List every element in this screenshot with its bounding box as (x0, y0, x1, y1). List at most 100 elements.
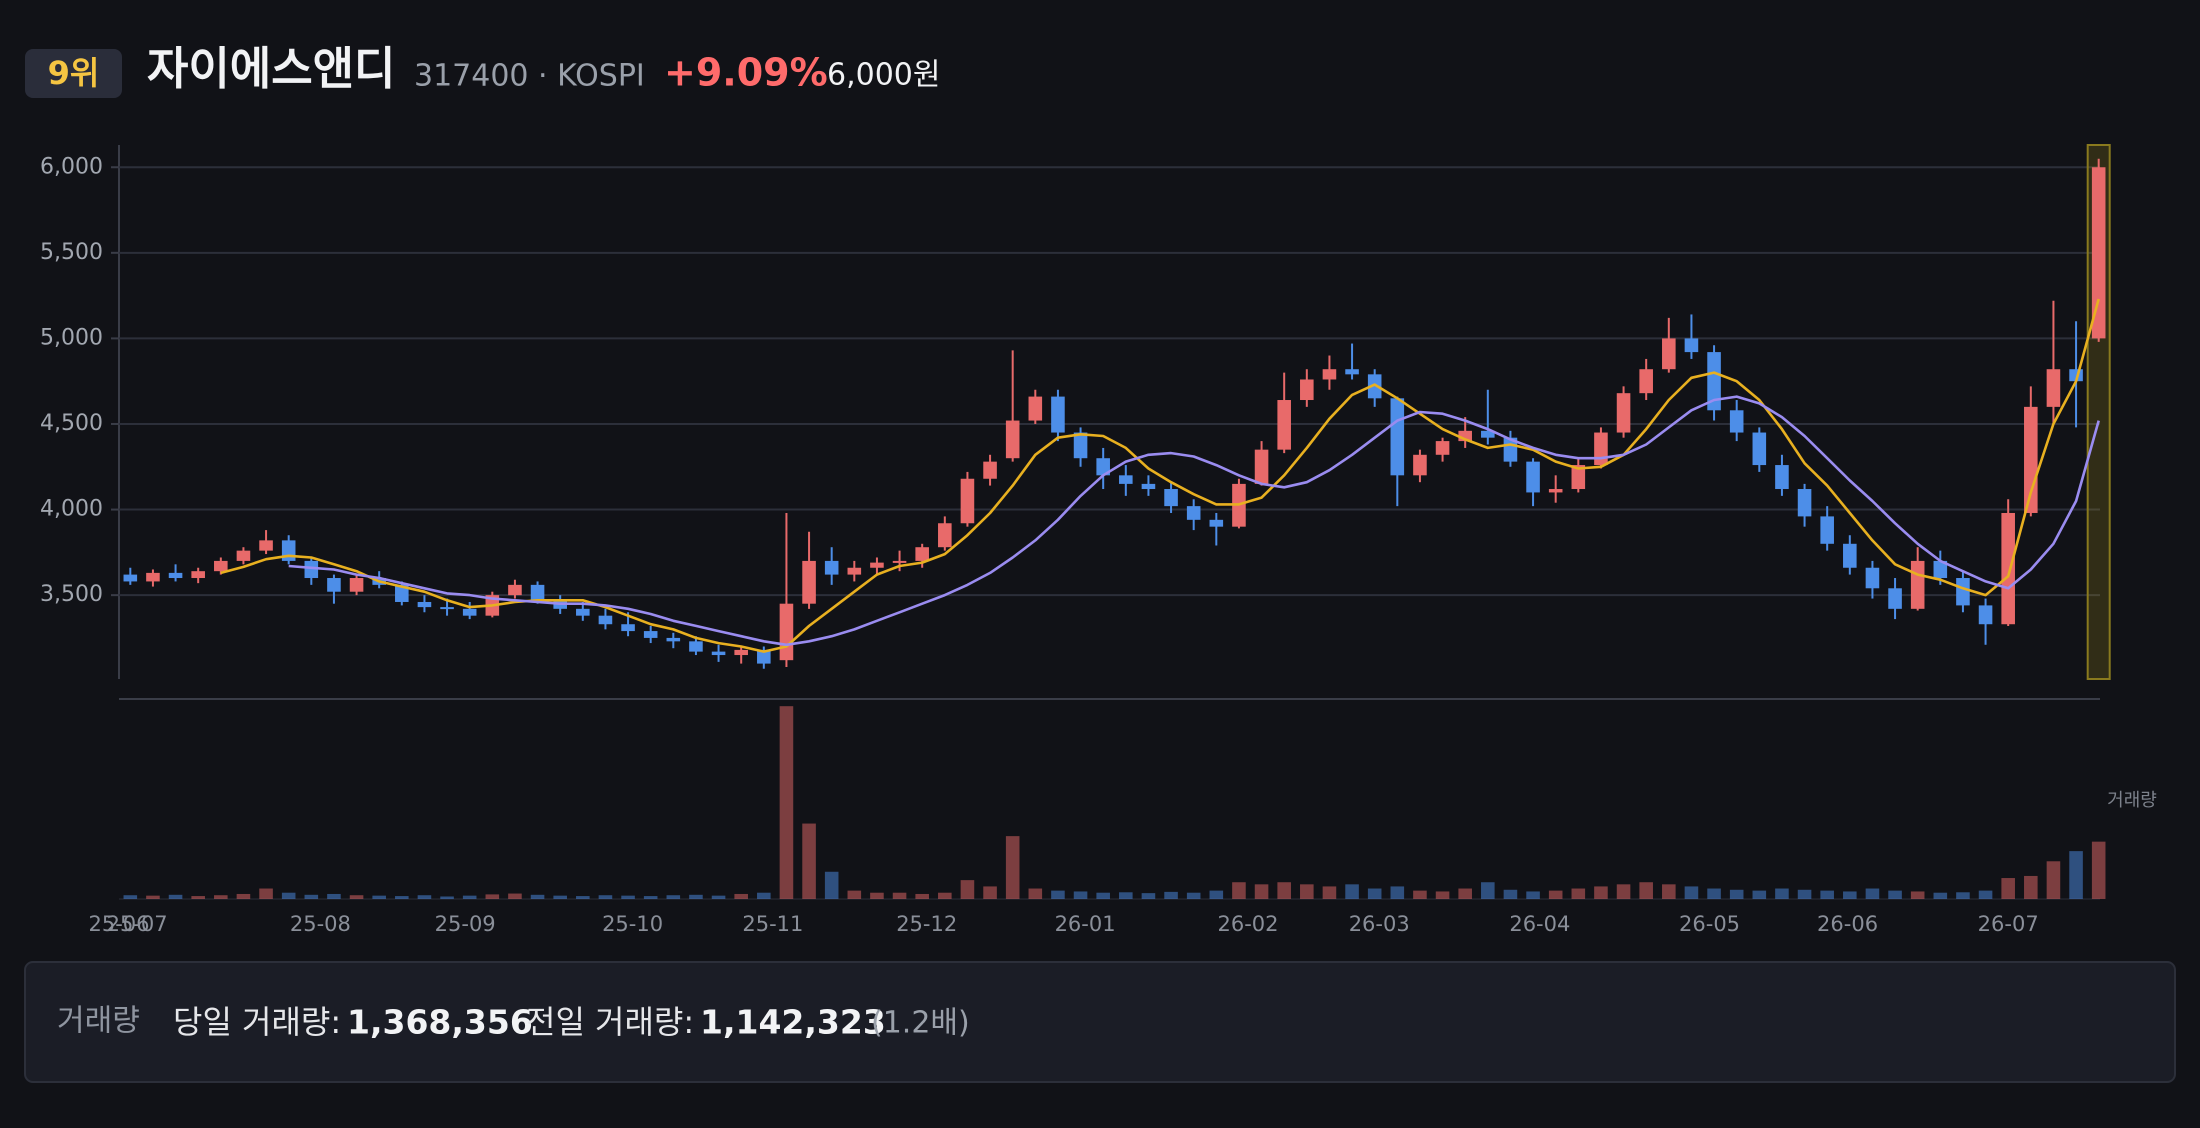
volume-bar (1096, 892, 1110, 899)
x-tick-label: 25-07 (107, 912, 168, 936)
candle-body (1186, 506, 1201, 520)
volume-bar (1458, 888, 1472, 899)
candle-body (2091, 167, 2106, 339)
x-tick-label: 25-09 (435, 912, 496, 936)
volume-bar (621, 895, 635, 899)
candle-body (168, 572, 183, 579)
volume-bar (1390, 886, 1405, 899)
candle-body (1164, 489, 1178, 507)
candle-body (214, 560, 228, 572)
volume-bar (1164, 891, 1178, 899)
candle-body (327, 578, 341, 592)
candle-body (870, 562, 884, 568)
volume-bar (1322, 886, 1337, 899)
volume-bar (259, 888, 273, 899)
candle-body (1843, 543, 1857, 568)
volume-bar (1797, 889, 1812, 899)
volume-bar (1526, 891, 1540, 899)
candle-body (1345, 369, 1359, 375)
moving-average (288, 395, 2100, 647)
y-tick-label: 6,000 (40, 154, 103, 179)
volume-bar (643, 896, 658, 899)
volume-bar (553, 895, 567, 899)
candle-body (689, 641, 703, 652)
volume-bar (1865, 888, 1880, 899)
volume-bar (1277, 882, 1291, 899)
candle-body (734, 649, 748, 656)
candle-body (1865, 567, 1880, 589)
rank: 9위 (48, 54, 100, 92)
volume-bar (123, 895, 138, 899)
candle-body (621, 624, 635, 632)
candle-body (2024, 406, 2038, 513)
x-tick-label: 26-07 (1978, 912, 2039, 936)
x-tick-label: 26-04 (1509, 912, 1570, 936)
candle-body (643, 631, 658, 638)
candle-body (1435, 441, 1450, 455)
volume-bar (915, 893, 929, 899)
volume-axis-label: 거래량 (2107, 790, 2157, 811)
panel-title: 거래량 (57, 1004, 140, 1039)
candle-body (1005, 420, 1020, 459)
y-tick-label: 3,500 (40, 582, 103, 607)
volume-bar (1775, 888, 1789, 899)
candle-body (1548, 489, 1563, 493)
candle-body (1639, 369, 1653, 394)
volume-bar (281, 892, 296, 899)
today-volume: 1,368,356 (347, 1003, 533, 1042)
candle-body (666, 637, 681, 642)
volume-bar (802, 823, 816, 899)
volume-bar (824, 871, 839, 899)
y-tick-label: 5,500 (40, 240, 103, 265)
volume-bar (349, 895, 364, 899)
candle-body (508, 584, 522, 596)
candle-body (915, 547, 929, 561)
volume-bar (1503, 889, 1518, 899)
volume-bar (304, 894, 319, 899)
candle-body (1503, 437, 1518, 462)
candle-body (236, 550, 251, 561)
candle-body (1797, 489, 1812, 517)
volume-bar (2024, 875, 2038, 899)
today-label: 당일 거래량: (173, 1003, 341, 1041)
volume-bar (1548, 890, 1563, 899)
x-tick-label: 25-08 (290, 912, 351, 936)
candle-body (1526, 461, 1540, 493)
volume-bar (870, 892, 884, 899)
volume-bar (2001, 878, 2015, 899)
volume-bar (1978, 890, 1993, 899)
volume-bar (168, 894, 183, 899)
candle-body (576, 608, 590, 616)
volume-bar (1005, 836, 1020, 899)
candle-body (1300, 379, 1314, 401)
x-tick-label: 25-11 (742, 912, 803, 936)
candle-body (1119, 475, 1133, 484)
candle-body (191, 571, 205, 579)
volume-bar (395, 896, 409, 899)
volume-bar (2069, 851, 2083, 899)
volume-bar (1843, 891, 1857, 899)
candle-body (1073, 432, 1088, 459)
volume-bar (711, 895, 726, 899)
volume-bar (779, 706, 794, 899)
volume-bar (689, 894, 703, 899)
volume-bar (1367, 888, 1382, 899)
volume-bar (1209, 890, 1224, 899)
candle-body (711, 651, 726, 656)
candle-body (2046, 369, 2061, 407)
volume-bar (1684, 886, 1699, 899)
y-tick-label: 4,500 (40, 411, 103, 436)
x-tick-label: 26-02 (1217, 912, 1278, 936)
x-tick-label: 26-05 (1679, 912, 1740, 936)
stock-code: 317400 · KOSPI (414, 59, 645, 94)
volume-bar (1888, 890, 1902, 899)
volume-bar (1345, 884, 1359, 899)
candle-body (1729, 410, 1744, 433)
prev-volume: 1,142,323 (700, 1003, 886, 1042)
candle-body (1254, 449, 1269, 484)
candle-body (1616, 393, 1631, 433)
candle-body (349, 578, 364, 592)
candle-body (530, 584, 545, 601)
volume-bar (1707, 888, 1721, 899)
volume-bar (1933, 892, 1948, 899)
